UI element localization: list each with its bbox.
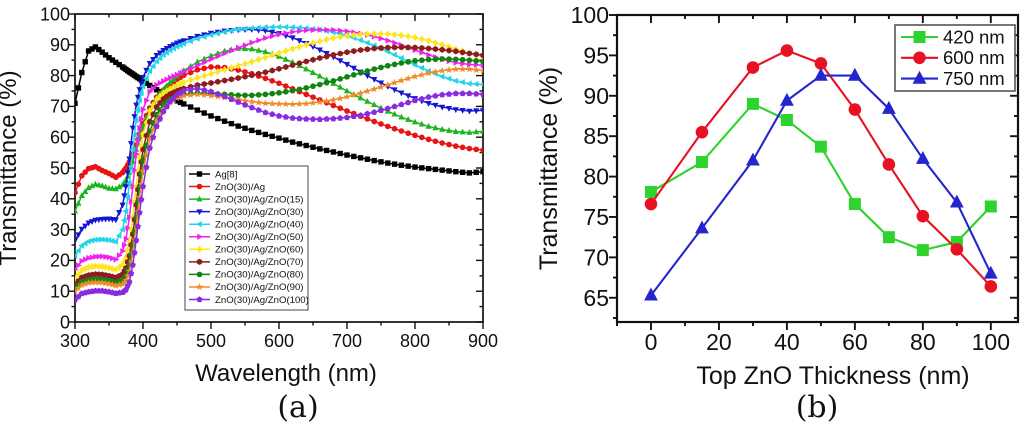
series-420-nm xyxy=(644,97,997,257)
svg-text:ZnO(30)/Ag/ZnO(60): ZnO(30)/Ag/ZnO(60) xyxy=(215,245,304,256)
svg-text:50: 50 xyxy=(50,158,70,178)
svg-text:ZnO(30)/Ag/ZnO(15): ZnO(30)/Ag/ZnO(15) xyxy=(215,194,304,205)
svg-text:ZnO(30)/Ag/ZnO(50): ZnO(30)/Ag/ZnO(50) xyxy=(215,232,304,243)
axes-b: 0 20 40 60 80 100 65 70 75 80 85 90 95 100 xyxy=(571,2,1020,355)
svg-text:ZnO(30)/Ag/ZnO(30): ZnO(30)/Ag/ZnO(30) xyxy=(215,207,304,218)
series-750-nm xyxy=(644,67,998,301)
svg-text:800: 800 xyxy=(400,331,430,351)
svg-text:10: 10 xyxy=(50,282,70,302)
svg-text:80: 80 xyxy=(50,66,70,86)
axis-titles-a: Wavelength (nm) Transmittance (%) xyxy=(0,70,377,387)
chart-a-transmittance-vs-wavelength: 300 400 500 600 700 800 900 0 10 20 30 40 50 60 70 80 90… xyxy=(0,4,498,387)
svg-text:20: 20 xyxy=(706,329,732,355)
svg-text:ZnO(30)/Ag: ZnO(30)/Ag xyxy=(215,182,265,193)
svg-text:420 nm: 420 nm xyxy=(943,26,1005,47)
axes-a: 300 400 500 600 700 800 900 0 10 20 30 40 50 60 70 80 90… xyxy=(40,4,498,351)
svg-text:20: 20 xyxy=(50,251,70,271)
y-axis-title-a: Transmittance (%) xyxy=(0,70,22,265)
series-a xyxy=(75,23,483,303)
svg-text:ZnO(30)/Ag/ZnO(100): ZnO(30)/Ag/ZnO(100) xyxy=(215,295,309,306)
svg-text:90: 90 xyxy=(50,35,70,55)
svg-text:0: 0 xyxy=(60,312,70,332)
svg-text:500: 500 xyxy=(196,331,226,351)
svg-text:600: 600 xyxy=(264,331,294,351)
svg-text:600 nm: 600 nm xyxy=(943,47,1005,68)
svg-text:ZnO(30)/Ag/ZnO(80): ZnO(30)/Ag/ZnO(80) xyxy=(215,270,304,281)
svg-text:900: 900 xyxy=(468,331,498,351)
series-600-nm xyxy=(644,44,998,293)
svg-text:80: 80 xyxy=(910,329,936,355)
svg-text:700: 700 xyxy=(332,331,362,351)
svg-text:0: 0 xyxy=(645,329,658,355)
svg-text:100: 100 xyxy=(972,329,1010,355)
svg-text:750 nm: 750 nm xyxy=(943,68,1005,89)
svg-text:100: 100 xyxy=(40,4,70,24)
panel-a-caption: (a) xyxy=(277,390,319,425)
svg-text:85: 85 xyxy=(583,123,609,149)
svg-text:65: 65 xyxy=(583,285,609,311)
svg-text:300: 300 xyxy=(60,331,90,351)
axis-titles-b: Top ZnO Thickness (nm) Transmittance (%) xyxy=(535,67,970,390)
svg-text:75: 75 xyxy=(583,204,609,230)
series-zno-30-ag-zno-50- xyxy=(75,26,483,272)
svg-text:60: 60 xyxy=(50,128,70,148)
svg-text:40: 40 xyxy=(774,329,800,355)
svg-text:Ag[8]: Ag[8] xyxy=(215,169,237,180)
x-axis-title-a: Wavelength (nm) xyxy=(195,360,377,387)
svg-text:70: 70 xyxy=(50,97,70,117)
svg-text:ZnO(30)/Ag/ZnO(90): ZnO(30)/Ag/ZnO(90) xyxy=(215,282,304,293)
svg-text:400: 400 xyxy=(128,331,158,351)
series-zno-30-ag-zno-100- xyxy=(75,85,483,303)
panel-b-caption: (b) xyxy=(795,390,839,425)
svg-text:60: 60 xyxy=(842,329,868,355)
panel-b: 0 20 40 60 80 100 65 70 75 80 85 90 95 100 420 nm 600 n… xyxy=(514,0,1028,428)
svg-text:80: 80 xyxy=(583,164,609,190)
svg-text:90: 90 xyxy=(583,83,609,109)
panel-a: 300 400 500 600 700 800 900 0 10 20 30 40 50 60 70 80 90… xyxy=(0,4,498,425)
svg-text:95: 95 xyxy=(583,42,609,68)
svg-text:100: 100 xyxy=(571,2,609,28)
y-axis-title-b: Transmittance (%) xyxy=(535,67,563,270)
svg-text:70: 70 xyxy=(583,244,609,270)
svg-text:30: 30 xyxy=(50,220,70,240)
svg-text:ZnO(30)/Ag/ZnO(40): ZnO(30)/Ag/ZnO(40) xyxy=(215,219,304,230)
x-axis-title-b: Top ZnO Thickness (nm) xyxy=(696,362,969,390)
svg-text:ZnO(30)/Ag/ZnO(70): ZnO(30)/Ag/ZnO(70) xyxy=(215,257,304,268)
series-b xyxy=(644,44,998,301)
svg-text:40: 40 xyxy=(50,189,70,209)
